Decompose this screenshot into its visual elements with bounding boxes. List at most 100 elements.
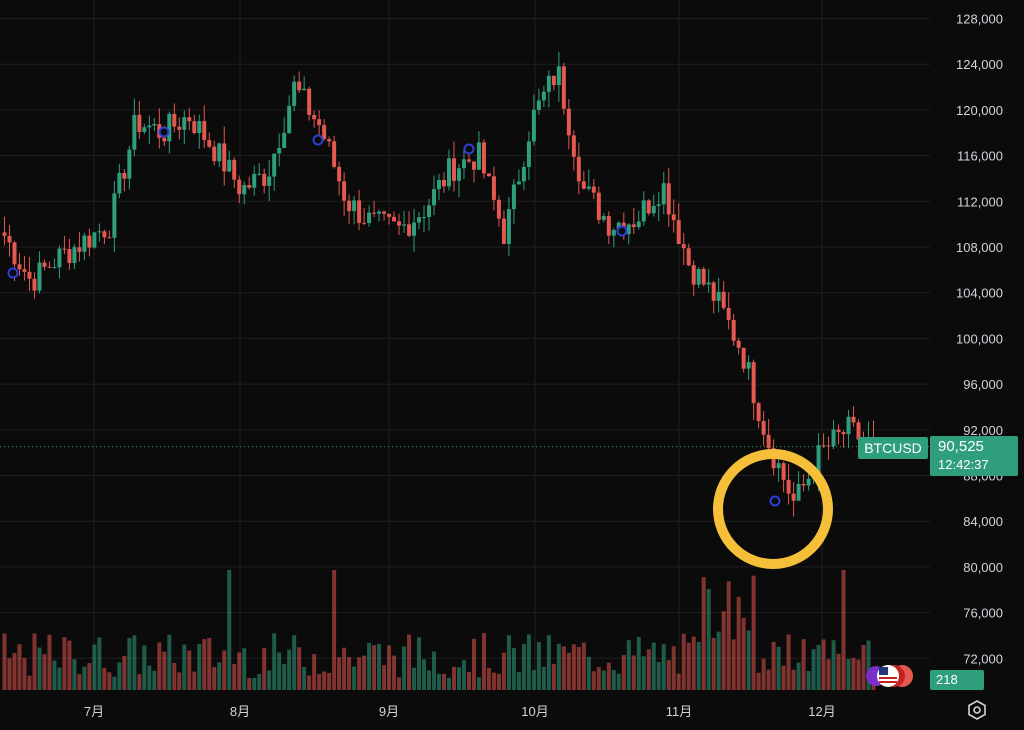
volume-bar bbox=[686, 642, 691, 690]
price-axis: 72,00076,00080,00084,00088,00092,00096,0… bbox=[956, 12, 1003, 667]
candle-body bbox=[82, 235, 87, 252]
event-markers bbox=[7, 126, 781, 507]
hexagon-gear-icon[interactable] bbox=[966, 699, 988, 721]
event-marker[interactable] bbox=[616, 225, 628, 237]
event-marker[interactable] bbox=[463, 143, 475, 155]
candle-body bbox=[796, 484, 801, 501]
volume-bar bbox=[821, 639, 826, 690]
candle-body bbox=[561, 66, 566, 109]
candle-body bbox=[162, 137, 167, 142]
volume-bar bbox=[851, 657, 856, 690]
candle-body bbox=[402, 224, 407, 226]
volume-bar bbox=[456, 667, 461, 690]
candle-body bbox=[546, 75, 551, 92]
volume-bar bbox=[546, 635, 551, 690]
candle-body bbox=[17, 264, 22, 270]
candle-body bbox=[312, 115, 317, 120]
volume-bar bbox=[132, 635, 137, 690]
volume-bar bbox=[511, 648, 516, 690]
volume-bar bbox=[342, 647, 347, 690]
candle-body bbox=[132, 114, 137, 150]
candle-body bbox=[756, 403, 761, 421]
event-marker[interactable] bbox=[7, 267, 19, 279]
symbol-label[interactable]: BTCUSD bbox=[858, 437, 928, 459]
candle-body bbox=[42, 262, 47, 267]
volume-bar bbox=[192, 671, 197, 690]
volume-bar bbox=[57, 667, 62, 690]
volume-bar bbox=[177, 672, 182, 690]
volume-bar bbox=[307, 675, 312, 690]
volume-bar bbox=[706, 589, 711, 690]
volume-bar bbox=[162, 651, 167, 690]
candle-body bbox=[332, 141, 337, 167]
volume-bar bbox=[42, 654, 47, 690]
volume-bar bbox=[417, 637, 422, 690]
event-marker[interactable] bbox=[158, 126, 170, 138]
volume-bar bbox=[806, 670, 811, 690]
y-tick-label: 100,000 bbox=[956, 331, 1003, 346]
volume-bar bbox=[302, 666, 307, 690]
candle-body bbox=[646, 200, 651, 214]
volume-bar bbox=[37, 647, 42, 690]
volume-bar bbox=[741, 617, 746, 690]
candle-body bbox=[521, 166, 526, 182]
volume-bar bbox=[691, 636, 696, 690]
volume-bar bbox=[521, 643, 526, 690]
candle-body bbox=[481, 142, 486, 174]
candle-body bbox=[831, 429, 836, 446]
candle-body bbox=[586, 186, 591, 189]
candle-body bbox=[601, 216, 606, 220]
volume-bars bbox=[2, 570, 876, 690]
candle-body bbox=[506, 209, 511, 244]
volume-bar bbox=[796, 662, 801, 690]
candle-body bbox=[721, 291, 726, 308]
volume-bar bbox=[726, 581, 731, 690]
volume-bar bbox=[486, 667, 491, 690]
volume-bar bbox=[716, 631, 721, 690]
volume-bar bbox=[7, 658, 12, 690]
event-marker[interactable] bbox=[769, 495, 781, 507]
volume-bar bbox=[257, 674, 262, 690]
candle-body bbox=[571, 135, 576, 157]
candle-body bbox=[701, 268, 706, 285]
volume-bar bbox=[666, 660, 671, 690]
volume-bar bbox=[282, 664, 287, 690]
last-price: 90,525 bbox=[938, 438, 984, 455]
candle-body bbox=[22, 269, 27, 272]
candle-body bbox=[526, 141, 531, 167]
x-tick-label: 8月 bbox=[230, 704, 250, 719]
volume-bar bbox=[147, 665, 152, 690]
volume-bar bbox=[811, 649, 816, 690]
candle-body bbox=[227, 159, 232, 172]
y-tick-label: 76,000 bbox=[963, 606, 1003, 621]
volume-bar bbox=[836, 653, 841, 690]
candle-body bbox=[776, 463, 781, 469]
volume-bar bbox=[242, 648, 247, 690]
x-tick-label: 12月 bbox=[808, 704, 835, 719]
us-flag-icon[interactable] bbox=[866, 662, 916, 690]
volume-bar bbox=[117, 662, 122, 690]
volume-bar bbox=[2, 633, 7, 690]
candle-body bbox=[461, 159, 466, 169]
candle-body bbox=[486, 173, 491, 177]
volume-bar bbox=[182, 644, 187, 690]
candle-body bbox=[576, 156, 581, 182]
volume-bar bbox=[571, 644, 576, 690]
volume-bar bbox=[586, 656, 591, 690]
volume-bar bbox=[551, 663, 556, 690]
candle-body bbox=[816, 445, 821, 479]
candle-body bbox=[821, 445, 826, 447]
volume-bar bbox=[491, 672, 496, 690]
candle-body bbox=[277, 147, 282, 154]
event-marker[interactable] bbox=[312, 134, 324, 146]
candle-body bbox=[856, 422, 861, 440]
candle-body bbox=[671, 214, 676, 221]
volume-bar bbox=[322, 671, 327, 690]
candle-body bbox=[781, 463, 786, 480]
candle-body bbox=[2, 232, 7, 236]
candle-body bbox=[741, 347, 746, 369]
candle-body bbox=[711, 282, 716, 301]
candle-body bbox=[232, 159, 237, 180]
volume-bar bbox=[432, 651, 437, 690]
